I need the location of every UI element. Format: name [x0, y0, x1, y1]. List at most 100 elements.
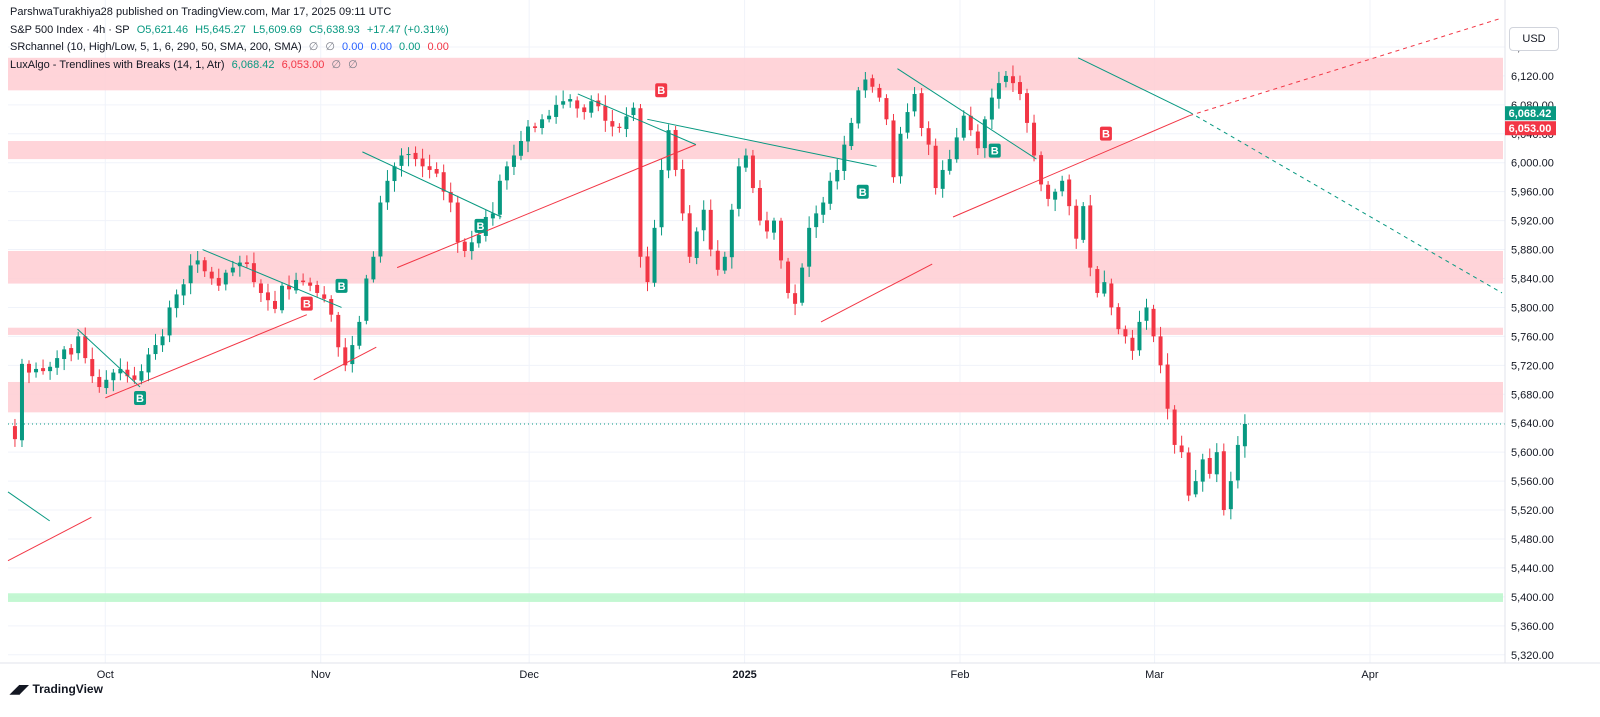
sr-zone [8, 250, 1503, 284]
candle-body [603, 105, 608, 121]
lux-sym-2: ∅ [348, 59, 358, 71]
trendline [7, 491, 50, 522]
time-axis[interactable]: Oct Nov Dec 2025 Feb Mar Apr [97, 669, 1379, 681]
symbol-line: S&P 500 Index · 4h · SP O5,621.46 H5,645… [10, 24, 453, 36]
candle-body [413, 152, 418, 160]
time-tick-label: Feb [951, 669, 970, 681]
lux-value-2: 6,053.00 [281, 59, 325, 71]
candle-body [371, 256, 376, 280]
break-label: B [134, 391, 147, 406]
candle-body [645, 256, 650, 283]
candle-body [399, 155, 404, 166]
price-tick-label: 5,760.00 [1511, 331, 1554, 343]
candle-body [961, 115, 966, 138]
candle-body [610, 121, 615, 127]
candle-body [1081, 206, 1086, 240]
candle-body [322, 294, 327, 299]
candle-body [357, 321, 362, 346]
price-tick-label: 5,640.00 [1511, 418, 1554, 430]
candle-body [427, 166, 432, 170]
candle-body [83, 336, 88, 359]
symbol-name[interactable]: S&P 500 Index · 4h · SP [10, 24, 130, 36]
candle-body [1003, 75, 1008, 82]
price-tick-label: 6,000.00 [1511, 158, 1554, 170]
candle-body [1221, 451, 1226, 511]
candle-body [181, 284, 186, 296]
candle-body [287, 285, 292, 290]
candle-body [968, 115, 973, 131]
price-tick-label: 5,320.00 [1511, 650, 1554, 662]
candle-body [385, 180, 390, 203]
tradingview-logo[interactable]: ◢◤ TradingView [10, 682, 103, 696]
candle-body [1137, 321, 1142, 351]
candle-body [849, 122, 854, 147]
candle-body [12, 426, 17, 440]
candle-body [575, 100, 580, 109]
header-line: ParshwaTurakhiya28 published on TradingV… [10, 6, 395, 18]
candle-body [167, 307, 172, 336]
candle-body [989, 97, 994, 120]
candle-body [729, 209, 734, 258]
break-label: B [1099, 126, 1112, 141]
candle-body [680, 169, 685, 214]
candle-body [736, 166, 741, 209]
candle-body [715, 250, 720, 270]
indicator-lux-line[interactable]: LuxAlgo - Trendlines with Breaks (14, 1,… [10, 58, 362, 71]
candle-body [933, 145, 938, 189]
candle-body [891, 120, 896, 178]
tradingview-logo-text: TradingView [32, 682, 103, 696]
candle-body [265, 292, 270, 301]
candle-body [308, 282, 313, 286]
candle-body [1088, 205, 1093, 268]
candle-body [462, 241, 467, 251]
candle-body [504, 166, 509, 181]
break-label-box [856, 184, 869, 199]
candle-body [1235, 444, 1240, 481]
tradingview-logo-icon: ◢◤ [10, 682, 29, 696]
currency-button[interactable]: USD [1509, 27, 1559, 51]
candle-body [55, 358, 60, 368]
author-line: ParshwaTurakhiya28 published on TradingV… [10, 6, 392, 18]
candle-body [982, 119, 987, 149]
candle-body [19, 363, 24, 441]
candle-body [659, 169, 664, 228]
sr-value-3: 0.00 [399, 41, 421, 53]
candle-body [743, 155, 748, 168]
break-label-text: B [338, 281, 346, 293]
trendline [577, 93, 697, 146]
sr-indicator-name[interactable]: SRchannel (10, High/Low, 5, 1, 6, 290, 5… [10, 41, 302, 53]
price-tick-label: 5,480.00 [1511, 534, 1554, 546]
candle-body [48, 366, 53, 372]
candle-body [638, 108, 643, 257]
break-label: B [335, 278, 348, 293]
candle-body [272, 300, 277, 309]
candle-body [821, 202, 826, 215]
price-label-box [1505, 106, 1556, 121]
break-label-text: B [991, 146, 999, 158]
candle-body [926, 128, 931, 145]
candle-body [1179, 445, 1184, 453]
sr-value-2: 0.00 [370, 41, 392, 53]
candle-body [125, 369, 130, 377]
candle-body [392, 166, 397, 182]
lux-indicator-name[interactable]: LuxAlgo - Trendlines with Breaks (14, 1,… [10, 59, 225, 71]
trendline [7, 516, 92, 562]
candle-body [111, 372, 116, 381]
candle-body [757, 187, 762, 221]
candle-body [1017, 82, 1022, 94]
candle-body [223, 272, 228, 285]
candle-body [905, 112, 910, 133]
indicator-sr-line[interactable]: SRchannel (10, High/Low, 5, 1, 6, 290, 5… [10, 40, 453, 53]
candle-body [251, 263, 256, 283]
sr-zone [8, 327, 1503, 335]
break-label: B [856, 184, 869, 199]
price-tick-label: 5,960.00 [1511, 187, 1554, 199]
price-tick-label: 5,880.00 [1511, 245, 1554, 257]
time-tick-label: Oct [97, 669, 114, 681]
candle-body [912, 93, 917, 112]
candle-body [1095, 269, 1100, 293]
candle-body [533, 126, 538, 128]
candle-body [1109, 283, 1114, 308]
high-value: H5,645.27 [195, 24, 246, 36]
